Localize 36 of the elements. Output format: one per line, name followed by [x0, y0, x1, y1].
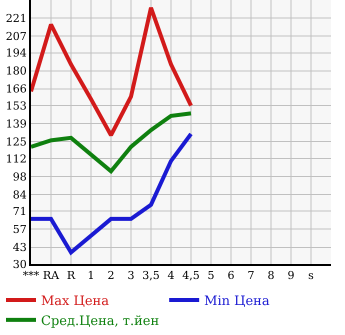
legend-label: Min Цена [204, 294, 270, 310]
line-series [31, 111, 193, 174]
x-tick-label: R [66, 269, 76, 282]
x-tick-label: *** [22, 269, 40, 282]
y-tick-label: 194 [6, 46, 27, 60]
y-tick-label: 57 [12, 223, 27, 236]
y-tick-label: 71 [12, 205, 27, 218]
y-tick-label: 139 [6, 117, 27, 130]
y-tick-label: 43 [12, 241, 27, 254]
line-series [31, 6, 193, 138]
x-tick-label: 9 [288, 269, 294, 282]
y-tick-label: 207 [6, 30, 27, 43]
y-tick-label: 153 [6, 99, 27, 112]
x-tick-label: 3 [128, 269, 134, 282]
line-series [31, 132, 193, 254]
x-tick-label: 5 [208, 269, 214, 282]
x-tick-label: RA [42, 269, 60, 282]
x-tick-label: 7 [248, 269, 254, 282]
y-tick-label: 125 [6, 136, 27, 149]
legend-label: Max Цена [41, 294, 110, 310]
y-tick-label: 221 [6, 12, 27, 25]
y-tick-label: 112 [6, 152, 27, 166]
x-tick-label: 2 [108, 269, 114, 282]
x-tick-label: 6 [228, 269, 234, 282]
x-tick-label: s [308, 269, 314, 282]
y-tick-label: 30 [12, 258, 27, 271]
y-tick-label: 166 [6, 82, 27, 96]
legend-label: Сред.Цена, т.йен [41, 314, 160, 329]
x-tick-label: 4 [168, 269, 174, 282]
y-tick-label: 180 [6, 64, 27, 78]
y-tick-label: 98 [12, 170, 27, 184]
y-tick-label: 84 [12, 188, 27, 202]
x-tick-label: 8 [268, 269, 274, 282]
x-tick-label: 3,5 [142, 269, 160, 282]
x-tick-label: 4,5 [182, 269, 200, 282]
x-tick-label: 1 [88, 269, 94, 282]
